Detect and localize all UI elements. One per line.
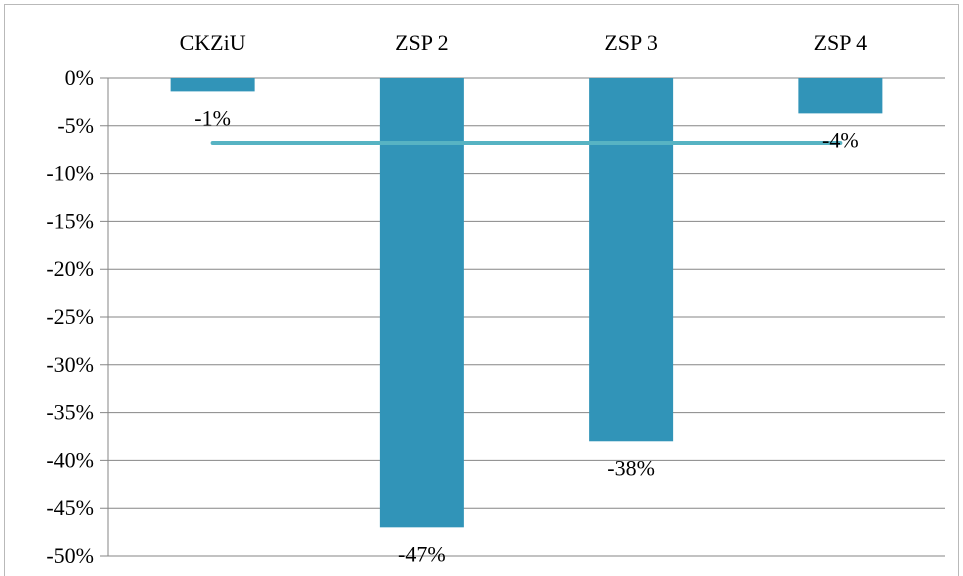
- y-tick-label: -50%: [46, 543, 94, 568]
- y-tick-label: -10%: [46, 161, 94, 186]
- y-tick-label: 0%: [65, 65, 94, 90]
- bar: [170, 78, 255, 92]
- y-tick-label: -25%: [46, 304, 94, 329]
- category-label: ZSP 4: [814, 30, 868, 55]
- category-label: CKZiU: [180, 30, 246, 55]
- bars: [170, 78, 883, 528]
- category-labels: CKZiU ZSP 2 ZSP 3 ZSP 4: [180, 30, 868, 55]
- y-axis-tick-labels: 0% -5% -10% -15% -20% -25% -30% -35% -40% -45% -50…: [46, 65, 94, 568]
- category-label: ZSP 3: [604, 30, 658, 55]
- data-label: -47%: [398, 541, 446, 566]
- gridlines: [100, 77, 945, 557]
- data-label: -1%: [194, 105, 231, 130]
- y-tick-label: -45%: [46, 495, 94, 520]
- bar: [589, 78, 674, 442]
- data-label: -4%: [822, 127, 859, 152]
- data-label: -38%: [607, 455, 655, 480]
- y-tick-label: -20%: [46, 256, 94, 281]
- y-tick-label: -5%: [57, 113, 94, 138]
- bar: [798, 78, 883, 114]
- bar: [379, 78, 464, 528]
- y-tick-label: -30%: [46, 352, 94, 377]
- y-tick-label: -40%: [46, 447, 94, 472]
- y-tick-label: -15%: [46, 208, 94, 233]
- y-tick-label: -35%: [46, 400, 94, 425]
- data-labels: -1% -47% -38% -4%: [194, 105, 858, 566]
- category-label: ZSP 2: [395, 30, 449, 55]
